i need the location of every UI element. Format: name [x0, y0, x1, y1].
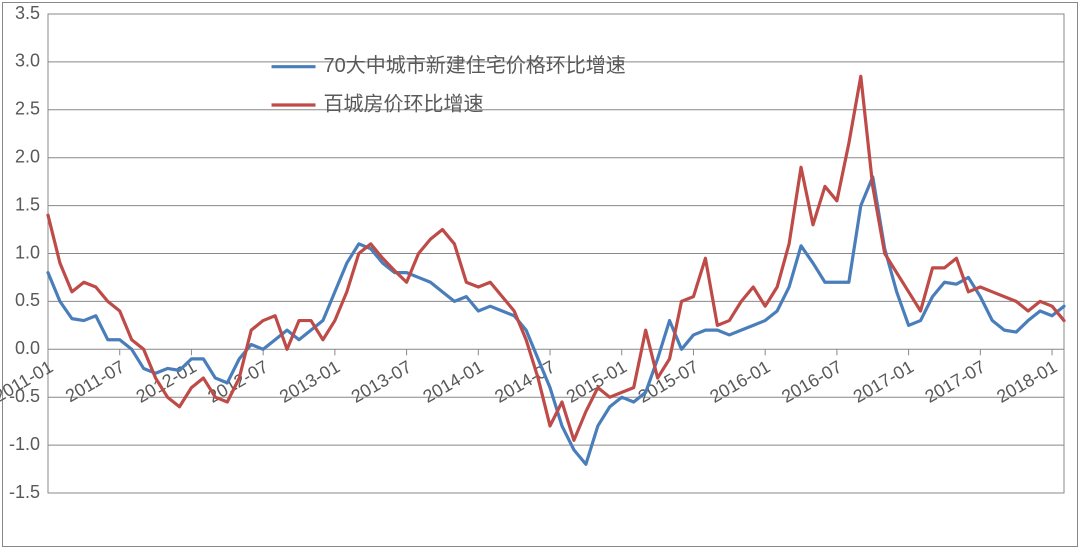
y-tick-label: 1.5 [15, 194, 40, 214]
chart-svg: -1.5-1.0-0.50.00.51.01.52.02.53.03.52011… [0, 0, 1080, 549]
y-tick-label: -1.5 [9, 482, 40, 502]
legend-label: 70大中城市新建住宅价格环比增速 [324, 54, 626, 77]
y-tick-label: 1.0 [15, 242, 40, 262]
y-tick-label: 2.5 [15, 99, 40, 119]
y-tick-label: 3.0 [15, 51, 40, 71]
y-tick-label: 2.0 [15, 146, 40, 166]
y-tick-label: -1.0 [9, 434, 40, 454]
y-tick-label: 0.0 [15, 338, 40, 358]
y-tick-label: 3.5 [15, 3, 40, 23]
y-tick-label: 0.5 [15, 290, 40, 310]
line-chart: -1.5-1.0-0.50.00.51.01.52.02.53.03.52011… [0, 0, 1080, 549]
legend-label: 百城房价环比增速 [324, 92, 484, 115]
